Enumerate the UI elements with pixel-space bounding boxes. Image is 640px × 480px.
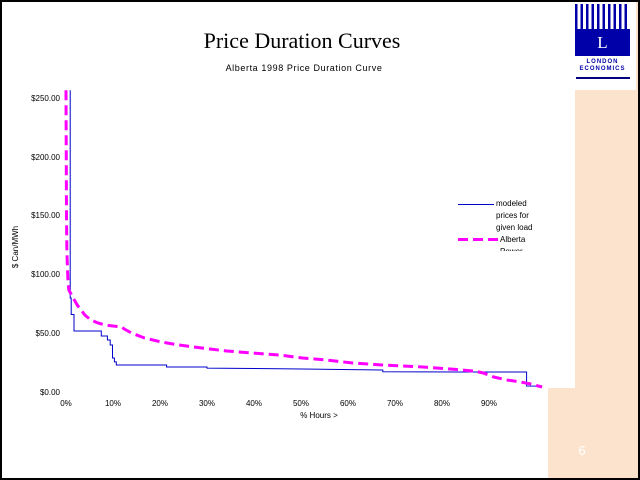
- x-tick-label: 90%: [480, 399, 497, 408]
- dashed-line-swatch-icon: [458, 238, 498, 241]
- logo-rule: [575, 77, 630, 79]
- london-economics-logo: L E LONDON ECONOMICS: [569, 2, 636, 90]
- y-tick-label: $200.00: [31, 152, 60, 162]
- y-tick-label: $250.00: [31, 94, 60, 103]
- legend-entry-label: Alberta Power Pool price: [500, 234, 550, 251]
- x-tick-label: 60%: [339, 399, 356, 408]
- chart-title: Alberta 1998 Price Duration Curve: [225, 63, 383, 73]
- legend-entry-label-line1: Alberta Power: [500, 235, 526, 251]
- x-tick-label: 0%: [60, 399, 72, 408]
- slide-title: Price Duration Curves: [203, 28, 401, 53]
- y-tick-label: $50.00: [35, 328, 60, 338]
- y-tick-label: $150.00: [31, 211, 60, 221]
- logo-org-name: LONDON ECONOMICS: [579, 59, 626, 72]
- y-tick-label: $100.00: [31, 270, 60, 280]
- legend-entry-modeled-prices: modeled prices for given load: [458, 198, 550, 234]
- logo-monogram: L E: [575, 29, 630, 79]
- x-tick-label: 80%: [433, 399, 450, 408]
- logo-stripes-icon: [575, 4, 630, 29]
- x-tick-label: 10%: [104, 399, 121, 408]
- x-tick-label: 20%: [151, 399, 168, 408]
- legend-entry-label: modeled prices for given load: [496, 199, 533, 232]
- chart-legend: modeled prices for given load Alberta Po…: [458, 198, 550, 251]
- x-tick-label: 40%: [245, 399, 262, 408]
- x-tick-label: 50%: [292, 399, 309, 408]
- solid-line-swatch-icon: [458, 204, 494, 205]
- sidebar-band-bottom: [548, 388, 638, 478]
- y-tick-label: $0.00: [39, 387, 60, 397]
- legend-entry-pool-price: Alberta Power Pool price: [458, 234, 550, 251]
- x-tick-label: 70%: [386, 399, 403, 408]
- x-tick-label: 30%: [198, 399, 215, 408]
- x-axis-title: % Hours >: [300, 411, 338, 420]
- page-number: 6: [578, 443, 586, 458]
